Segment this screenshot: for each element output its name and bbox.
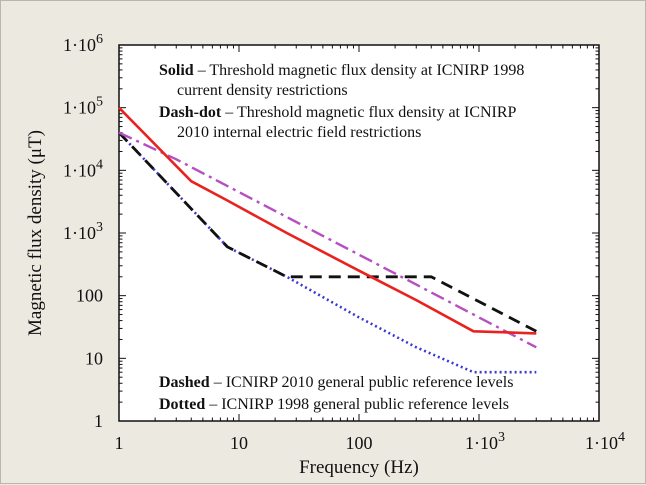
x-axis-tick-labels: 1 10 100 1·103 1·104 [115, 430, 626, 453]
annotation-solid-cont: current density restrictions [177, 82, 348, 99]
x-tick-label: 10 [230, 433, 248, 453]
y-tick-label: 100 [76, 286, 103, 306]
y-tick-label: 10 [85, 348, 103, 368]
annotation-dashed-text: – ICNIRP 2010 general public reference l… [210, 374, 514, 391]
series-line-solid [118, 106, 537, 335]
y-tick-label: 1·106 [63, 32, 103, 55]
annotation-dashed: Dashed – ICNIRP 2010 general public refe… [159, 374, 513, 391]
plot-area [118, 44, 600, 422]
annotation-solid-text: – Threshold magnetic flux density at ICN… [194, 62, 525, 79]
annotation-dashdot: Dash-dot – Threshold magnetic flux densi… [159, 104, 517, 121]
x-tick-label: 1·103 [465, 430, 505, 453]
x-axis-label: Frequency (Hz) [299, 457, 419, 478]
annotation-dotted-key: Dotted [159, 396, 205, 413]
axis-ticks [119, 45, 599, 421]
series-group [117, 106, 537, 374]
annotation-dashed-key: Dashed [159, 374, 210, 391]
annotation-dotted-text: – ICNIRP 1998 general public reference l… [205, 396, 509, 413]
y-axis-tick-labels: 1 10 100 1·103 1·104 1·105 1·106 [63, 32, 103, 431]
annotation-dotted: Dotted – ICNIRP 1998 general public refe… [159, 396, 509, 413]
x-tick-label: 1 [115, 433, 124, 453]
y-tick-label: 1·103 [63, 220, 103, 243]
annotation-dashdot-key: Dash-dot [159, 104, 222, 121]
annotation-dashdot-text: – Threshold magnetic flux density at ICN… [221, 104, 516, 121]
annotation-solid-key: Solid [159, 62, 194, 79]
series-line-dashed [117, 131, 537, 333]
y-tick-label: 1·105 [63, 95, 103, 118]
x-tick-label: 100 [346, 433, 373, 453]
series-line-dash-dot [118, 131, 537, 349]
legend-annotations: Solid – Threshold magnetic flux density … [159, 62, 524, 413]
y-tick-label: 1 [94, 411, 103, 431]
series-line-dotted [118, 131, 537, 374]
y-axis-label: Magnetic flux density (μT) [25, 130, 46, 336]
x-tick-label: 1·104 [585, 430, 625, 453]
y-tick-label: 1·104 [63, 157, 103, 180]
annotation-dashdot-cont: 2010 internal electric field restriction… [177, 124, 421, 141]
annotation-solid: Solid – Threshold magnetic flux density … [159, 62, 524, 79]
